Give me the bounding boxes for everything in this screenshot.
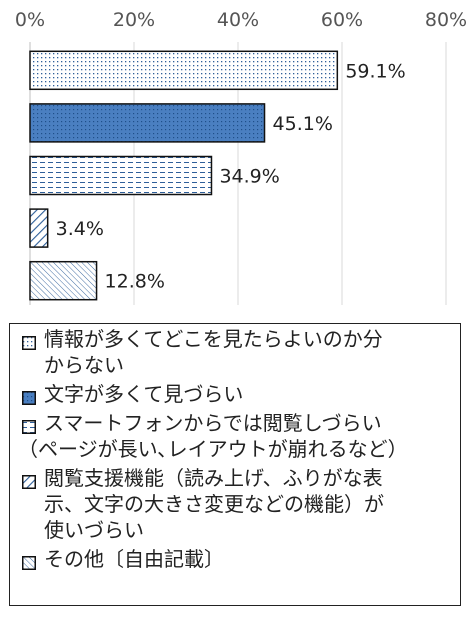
legend: 情報が多くてどこを見たらよいのか分 からない文字が多くて見づらいスマートフォンから… [9,323,461,606]
bar [29,208,49,248]
legend-label: 閲覧支援機能（読み上げ、ふりがな表 示、文字の大きさ変更などの機能）が 使いづらい [44,465,384,543]
legend-item: その他〔自由記載〕 [18,546,452,572]
legend-label: その他〔自由記載〕 [44,546,224,572]
legend-label-line: 使いづらい [44,518,144,542]
bar-value-label: 12.8% [105,271,165,293]
legend-swatch [22,391,36,405]
legend-item: 文字が多くて見づらい [18,381,452,407]
legend-label-line: その他〔自由記載〕 [44,547,224,571]
bar-value-label: 34.9% [219,166,279,188]
bar-value-label: 3.4% [56,218,104,240]
legend-label-line: （ページが長い､レイアウトが崩れるなど） [18,437,408,461]
legend-label-line: からない [44,353,124,377]
x-tick-label: 60% [321,9,363,31]
legend-label: スマートフォンからでは閲覧しづらい （ページが長い､レイアウトが崩れるなど） [18,410,408,462]
legend-label-line: 文字が多くて見づらい [44,382,244,406]
legend-swatch [22,475,36,489]
data-labels: 59.1% 45.1% 34.9% 3.4% 12.8% [56,60,406,292]
x-axis-ticks: 0% 20% 40% 60% 80% [15,9,467,31]
x-tick-label: 40% [217,9,259,31]
legend-label-line: 閲覧支援機能（読み上げ、ふりがな表 [44,466,383,490]
legend-item: スマートフォンからでは閲覧しづらい （ページが長い､レイアウトが崩れるなど） [18,410,452,462]
bar-value-label: 59.1% [345,60,405,82]
x-tick-label: 0% [15,9,45,31]
bar [29,260,98,301]
bar [29,50,339,91]
legend-label-line: 示、文字の大きさ変更などの機能）が [44,492,384,516]
legend-swatch [22,420,36,434]
bar-value-label: 45.1% [273,113,333,135]
legend-label: 情報が多くてどこを見たらよいのか分 からない [44,326,383,378]
x-tick-label: 80% [425,9,467,31]
legend-label-line: 情報が多くてどこを見たらよいのか分 [44,327,383,351]
x-tick-label: 20% [113,9,155,31]
legend-item: 閲覧支援機能（読み上げ、ふりがな表 示、文字の大きさ変更などの機能）が 使いづらい [18,465,452,543]
legend-swatch [22,336,36,350]
bar [29,103,266,143]
bars [29,50,339,301]
legend-item: 情報が多くてどこを見たらよいのか分 からない [18,326,452,378]
bar [29,155,213,196]
legend-label-line: スマートフォンからでは閲覧しづらい [44,411,382,435]
bar-chart: 0% 20% 40% 60% 80% 59.1% 45.1% 34.9% 3.4% 12.8% [15,9,467,305]
legend-label: 文字が多くて見づらい [44,381,243,407]
legend-swatch [22,556,36,570]
